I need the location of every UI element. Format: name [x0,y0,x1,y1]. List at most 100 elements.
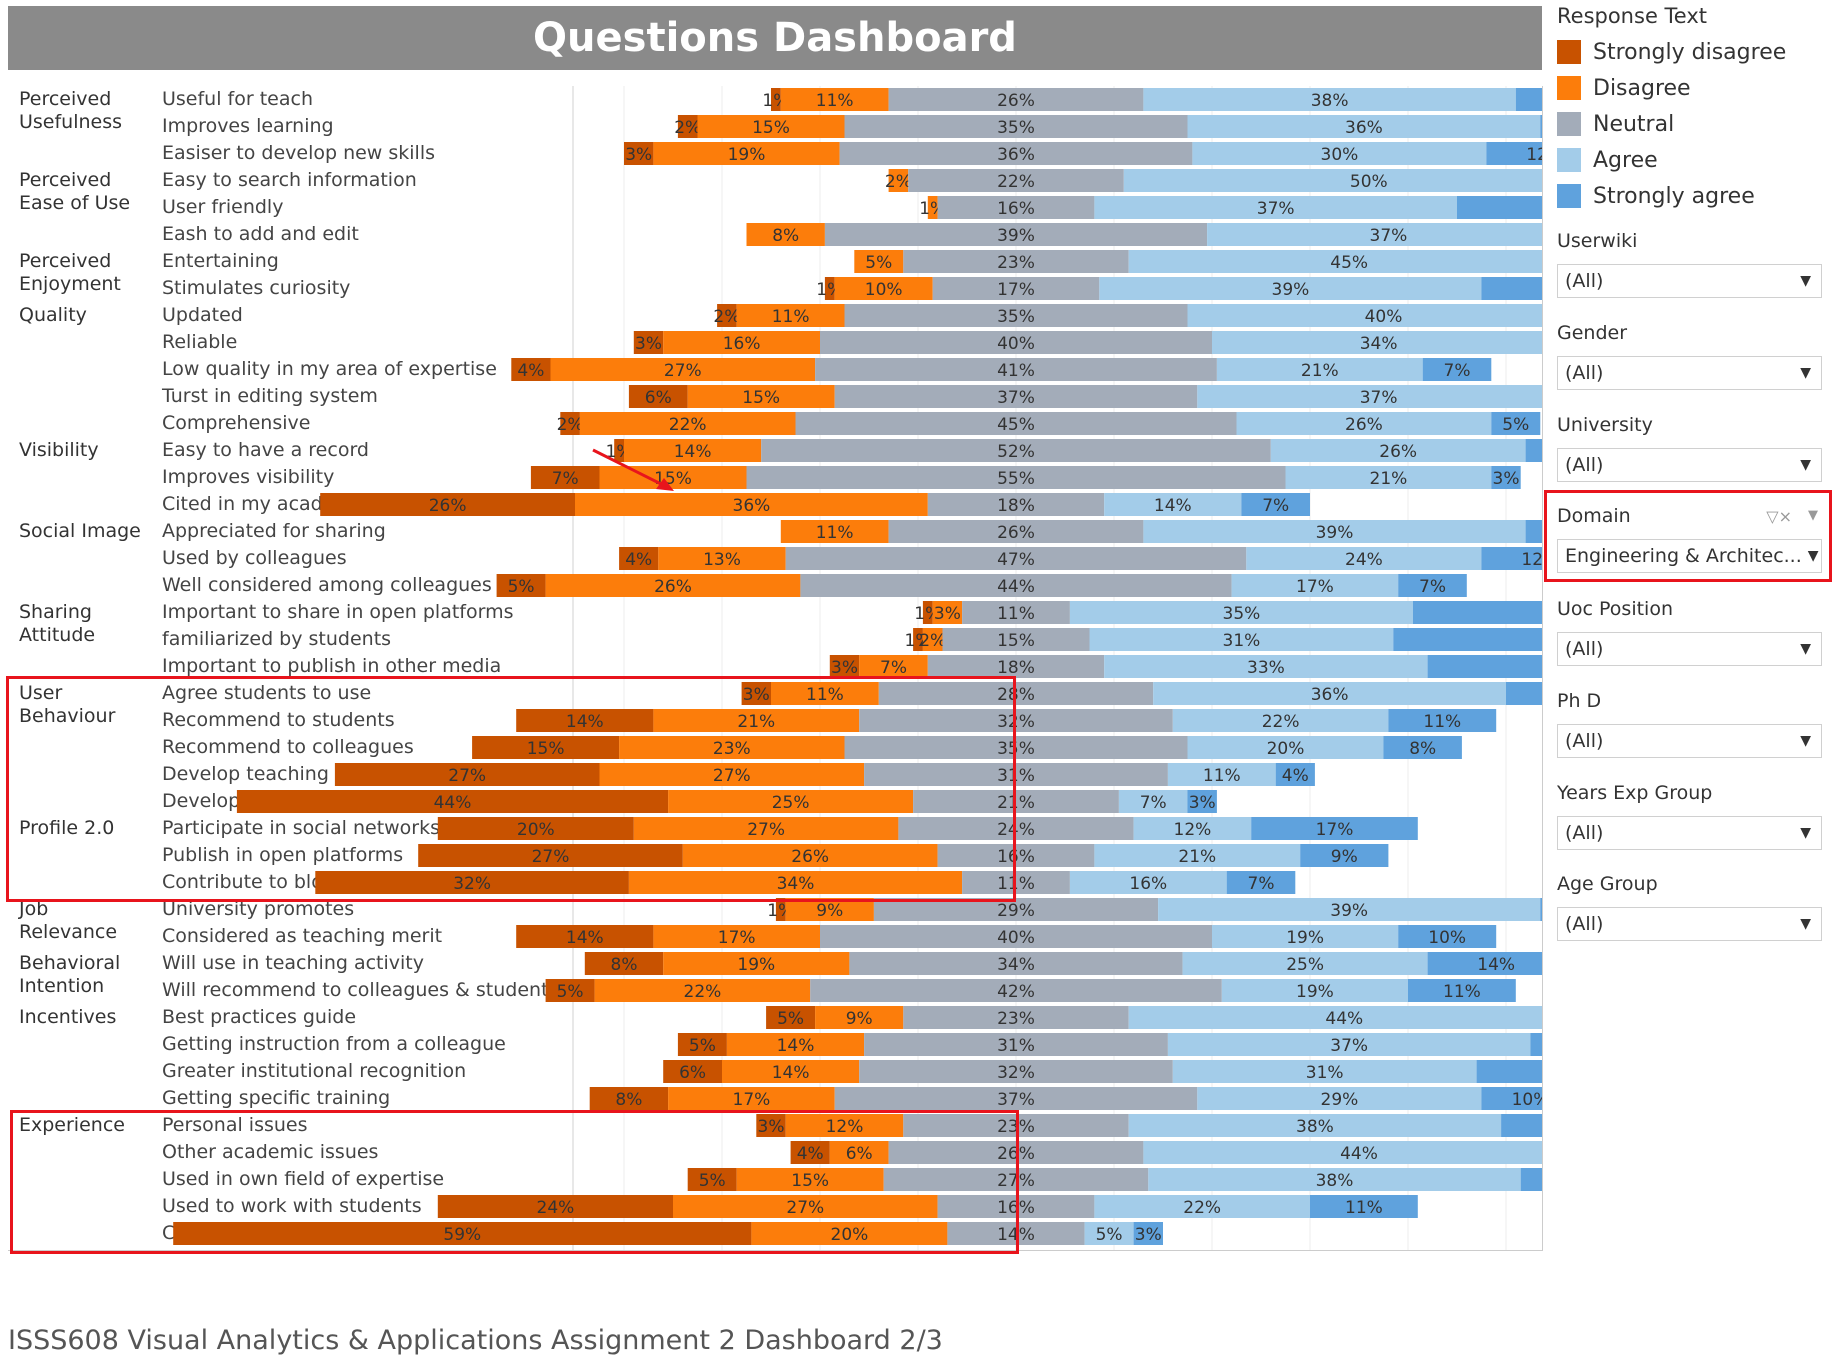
bar-segment-agree[interactable] [1182,952,1428,975]
bar-segment-agree[interactable] [1192,142,1487,165]
bar-segment-strongly-agree[interactable] [1481,547,1543,570]
legend-item-neutral[interactable]: Neutral [1557,106,1827,142]
bar-segment-agree[interactable] [1153,682,1506,705]
bar-segment-strongly-agree[interactable] [1530,1033,1543,1056]
bar-segment-strongly-agree[interactable] [1427,952,1542,975]
bar-segment-disagree[interactable] [780,88,889,111]
bar-segment-strongly-disagree[interactable] [741,682,771,705]
bar-segment-strongly-disagree[interactable] [530,466,600,489]
bar-segment-disagree[interactable] [619,736,845,759]
bar-segment-agree[interactable] [1128,1006,1542,1029]
bar-segment-strongly-agree[interactable] [1481,1087,1543,1110]
bar-segment-agree[interactable] [1118,790,1188,813]
bar-segment-strongly-disagree[interactable] [614,439,624,462]
bar-segment-disagree[interactable] [932,601,963,624]
bar-segment-strongly-agree[interactable] [1310,1195,1418,1218]
bar-segment-disagree[interactable] [663,331,820,354]
bar-segment-strongly-disagree[interactable] [545,979,595,1002]
bar-segment-neutral[interactable] [962,871,1070,894]
bar-segment-strongly-disagree[interactable] [472,736,620,759]
bar-segment-strongly-disagree[interactable] [437,1195,673,1218]
bar-segment-strongly-disagree[interactable] [437,817,634,840]
bar-segment-neutral[interactable] [859,709,1173,732]
bar-segment-disagree[interactable] [922,628,943,651]
bar-segment-strongly-disagree[interactable] [922,601,933,624]
bar-segment-agree[interactable] [1197,1087,1482,1110]
bar-segment-agree[interactable] [1187,115,1541,138]
bar-segment-disagree[interactable] [673,1195,938,1218]
bar-segment-neutral[interactable] [849,952,1183,975]
bar-segment-strongly-disagree[interactable] [619,547,659,570]
bar-segment-disagree[interactable] [751,1222,948,1245]
bar-segment-strongly-agree[interactable] [1540,898,1542,921]
bar-segment-agree[interactable] [1104,493,1242,516]
bar-segment-neutral[interactable] [903,1114,1129,1137]
bar-segment-strongly-agree[interactable] [1398,574,1467,597]
bar-segment-strongly-disagree[interactable] [334,763,600,786]
bar-segment-neutral[interactable] [908,169,1124,192]
bar-segment-agree[interactable] [1123,169,1542,192]
bar-segment-strongly-agree[interactable] [1525,520,1542,543]
bar-segment-disagree[interactable] [815,1006,904,1029]
bar-segment-strongly-disagree[interactable] [236,790,669,813]
bar-segment-strongly-agree[interactable] [1241,493,1310,516]
bar-segment-disagree[interactable] [579,412,796,435]
bar-segment-strongly-disagree[interactable] [824,277,835,300]
bar-segment-disagree[interactable] [687,385,835,408]
bar-segment-strongly-agree[interactable] [1393,628,1542,651]
bar-segment-agree[interactable] [1069,601,1413,624]
bar-segment-strongly-agree[interactable] [1275,763,1315,786]
bar-segment-agree[interactable] [1167,763,1276,786]
bar-segment-strongly-disagree[interactable] [315,871,629,894]
filter-select-gender[interactable]: (All) ▼ [1557,356,1822,390]
bar-segment-strongly-agree[interactable] [1251,817,1418,840]
legend-item-agree[interactable]: Agree [1557,142,1827,178]
bar-segment-strongly-disagree[interactable] [717,304,737,327]
bar-segment-strongly-agree[interactable] [1133,1222,1163,1245]
filter-select-userwiki[interactable]: (All) ▼ [1557,264,1822,298]
bar-segment-strongly-disagree[interactable] [913,628,923,651]
bar-segment-neutral[interactable] [795,412,1237,435]
bar-segment-disagree[interactable] [653,709,860,732]
bar-segment-agree[interactable] [1236,412,1492,435]
legend-item-strongly-disagree[interactable]: Strongly disagree [1557,34,1827,70]
bar-segment-strongly-agree[interactable] [1398,925,1497,948]
bar-segment-agree[interactable] [1084,1222,1134,1245]
bar-segment-neutral[interactable] [839,142,1193,165]
bar-segment-agree[interactable] [1094,1195,1310,1218]
bar-segment-neutral[interactable] [761,439,1271,462]
bar-segment-disagree[interactable] [785,898,874,921]
bar-segment-disagree[interactable] [594,979,811,1002]
bar-segment-agree[interactable] [1167,1033,1531,1056]
bar-segment-strongly-disagree[interactable] [771,88,781,111]
filter-select-age-group[interactable]: (All) ▼ [1557,907,1822,941]
bar-segment-disagree[interactable] [599,763,865,786]
bar-segment-disagree[interactable] [722,1060,860,1083]
bar-segment-strongly-agree[interactable] [1226,871,1296,894]
bar-segment-strongly-disagree[interactable] [633,331,664,354]
bar-segment-agree[interactable] [1207,223,1542,246]
bar-segment-disagree[interactable] [771,682,879,705]
bar-segment-disagree[interactable] [682,844,938,867]
bar-segment-strongly-disagree[interactable] [687,1168,737,1191]
bar-segment-strongly-disagree[interactable] [628,385,688,408]
bar-segment-strongly-agree[interactable] [1481,277,1543,300]
bar-segment-disagree[interactable] [658,547,786,570]
bar-segment-strongly-disagree[interactable] [589,1087,669,1110]
bar-segment-agree[interactable] [1148,1168,1521,1191]
bar-segment-disagree[interactable] [663,952,850,975]
bar-segment-neutral[interactable] [937,196,1095,219]
filter-select-university[interactable]: (All) ▼ [1557,448,1822,482]
bar-segment-disagree[interactable] [746,223,825,246]
bar-segment-agree[interactable] [1099,277,1482,300]
bar-segment-strongly-agree[interactable] [1187,790,1217,813]
bar-segment-strongly-agree[interactable] [1476,1060,1542,1083]
bar-segment-disagree[interactable] [927,196,938,219]
bar-segment-neutral[interactable] [942,628,1090,651]
bar-segment-strongly-agree[interactable] [1300,844,1389,867]
bar-segment-neutral[interactable] [844,304,1188,327]
bar-segment-strongly-disagree[interactable] [624,142,654,165]
bar-segment-agree[interactable] [1133,817,1252,840]
bar-segment-strongly-agree[interactable] [1412,601,1542,624]
bar-segment-strongly-disagree[interactable] [320,493,575,516]
